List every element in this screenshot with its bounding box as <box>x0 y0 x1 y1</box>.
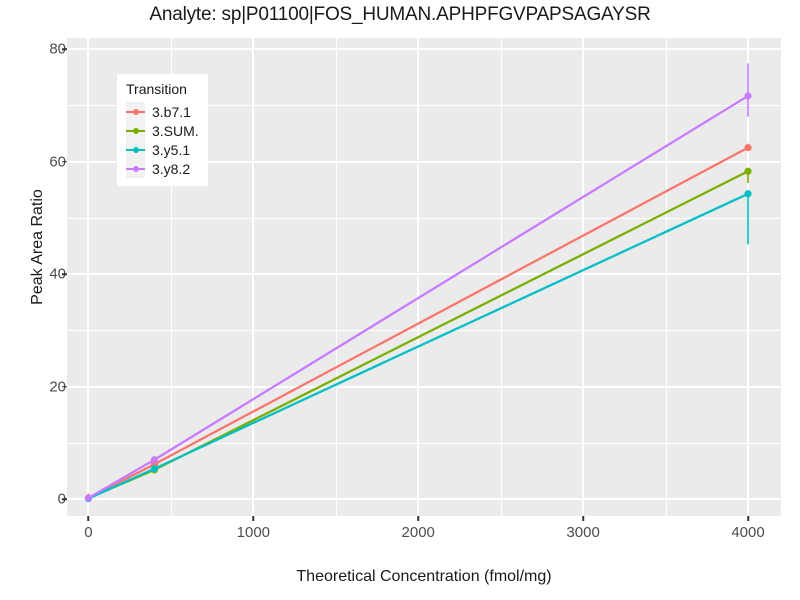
gridline-horizontal-minor <box>67 105 781 107</box>
legend-point-icon <box>132 165 139 172</box>
x-tick-mark <box>582 516 584 521</box>
gridline-horizontal-major <box>67 48 781 51</box>
x-tick-label: 1000 <box>236 524 271 541</box>
series-3-y8-2 <box>84 63 752 502</box>
legend-point-icon <box>132 108 139 115</box>
data-point <box>150 465 158 473</box>
gridline-vertical-major <box>582 38 585 516</box>
gridline-vertical-minor <box>665 38 667 516</box>
gridline-horizontal-major <box>67 273 781 276</box>
y-axis-title: Peak Area Ratio <box>29 189 46 305</box>
data-point <box>744 144 752 152</box>
legend-item-label: 3.b7.1 <box>152 103 191 120</box>
legend-item-label: 3.SUM. <box>152 122 199 139</box>
legend: Transition 3.b7.1 3.SUM. 3.y5.1 3.y8.2 <box>117 74 208 186</box>
data-point <box>150 456 158 464</box>
x-tick-label: 3000 <box>566 524 600 541</box>
gridline-vertical-major <box>87 38 90 516</box>
legend-point-icon <box>132 127 139 134</box>
data-point <box>744 92 752 100</box>
gridline-horizontal-minor <box>67 217 781 219</box>
legend-item[interactable]: 3.b7.1 <box>126 102 199 121</box>
plot-series-layer <box>84 63 752 503</box>
y-tick-label: 20 <box>49 378 66 396</box>
gridline-horizontal-major <box>67 498 781 501</box>
legend-item[interactable]: 3.SUM. <box>126 121 199 140</box>
y-tick-label: 80 <box>49 40 66 58</box>
legend-color-swatch <box>126 102 145 121</box>
legend-color-swatch <box>126 121 145 140</box>
legend-color-swatch <box>126 140 145 159</box>
legend-item[interactable]: 3.y8.2 <box>126 159 199 178</box>
series-3-y5-1 <box>84 190 752 503</box>
y-tick-mark <box>62 498 67 500</box>
x-tick-mark <box>417 516 419 521</box>
gridline-vertical-major <box>252 38 255 516</box>
legend-point-icon <box>132 146 139 153</box>
y-tick-mark <box>62 160 67 163</box>
y-tick-label: 0 <box>58 491 66 508</box>
x-tick-label: 2000 <box>401 524 435 541</box>
y-tick-label: 60 <box>49 153 66 171</box>
gridline-vertical-major <box>417 38 420 516</box>
legend-item-label: 3.y5.1 <box>152 141 191 158</box>
legend-item-label: 3.y8.2 <box>152 160 191 177</box>
y-tick-mark <box>62 385 67 388</box>
x-tick-mark <box>87 516 90 521</box>
gridline-vertical-minor <box>170 38 172 516</box>
legend-title: Transition <box>126 81 187 97</box>
series-3-b7-1 <box>84 143 752 502</box>
data-point <box>84 494 93 502</box>
y-tick-mark <box>62 273 67 275</box>
x-tick-mark <box>747 516 749 521</box>
legend-item[interactable]: 3.y5.1 <box>126 140 199 159</box>
legend-items: 3.b7.1 3.SUM. 3.y5.1 3.y8.2 <box>126 102 199 178</box>
x-tick-label: 4000 <box>731 524 765 541</box>
gridline-horizontal-major <box>67 160 781 163</box>
x-tick-label: 0 <box>84 524 93 541</box>
legend-color-swatch <box>126 159 145 178</box>
gridline-vertical-major <box>747 38 750 516</box>
y-tick-label: 40 <box>49 265 66 283</box>
series-3-SUM <box>84 167 752 502</box>
series-line <box>87 146 750 500</box>
chart-title: Analyte: sp|P01100|FOS_HUMAN.APHPFGVPAPS… <box>149 4 651 25</box>
gridline-vertical-minor <box>335 38 337 516</box>
gridline-horizontal-major <box>67 385 781 388</box>
gridline-horizontal-minor <box>67 330 781 332</box>
series-line <box>87 192 750 500</box>
data-point <box>744 167 752 175</box>
data-point <box>744 190 752 198</box>
gridline-vertical-minor <box>500 38 502 516</box>
x-tick-mark <box>252 516 255 521</box>
x-axis-title: Theoretical Concentration (fmol/mg) <box>296 568 552 585</box>
y-tick-mark <box>62 48 67 50</box>
gridline-horizontal-minor <box>67 442 781 444</box>
series-line <box>87 170 750 500</box>
